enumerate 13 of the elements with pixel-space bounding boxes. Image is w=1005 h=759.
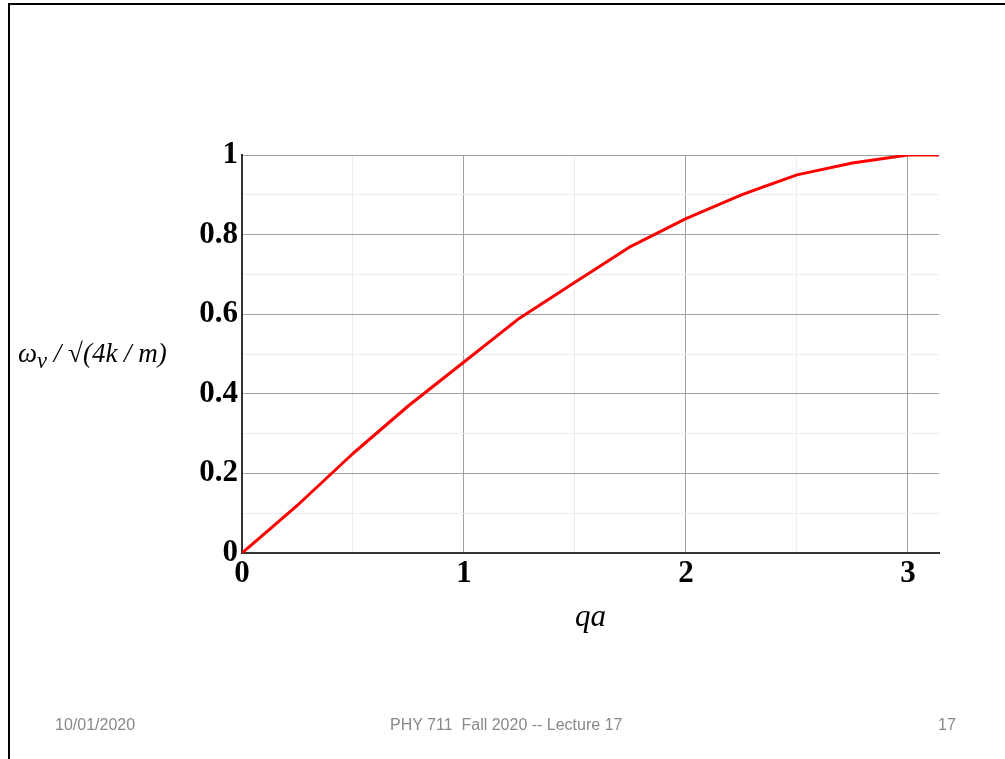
x-tick-label: 2: [678, 553, 694, 589]
x-axis-title: qa: [575, 597, 606, 633]
y-axis-title: ω$_{ν}$ / √(4k / m): [18, 338, 167, 375]
y-tick-label: 1: [222, 135, 238, 171]
y-tick-label: 0.4: [199, 373, 238, 409]
y-tick-label: 0.8: [199, 214, 238, 250]
text: PHY 711 Fall 2020 -- Lecture 17: [390, 716, 623, 734]
y-tick-label: 0.2: [199, 453, 238, 489]
text: 17: [938, 716, 956, 734]
text: 10/01/2020: [55, 716, 136, 734]
x-tick-label: 3: [900, 553, 916, 589]
y-tick-label: 0.6: [199, 294, 238, 330]
x-tick-label: 1: [456, 553, 472, 589]
